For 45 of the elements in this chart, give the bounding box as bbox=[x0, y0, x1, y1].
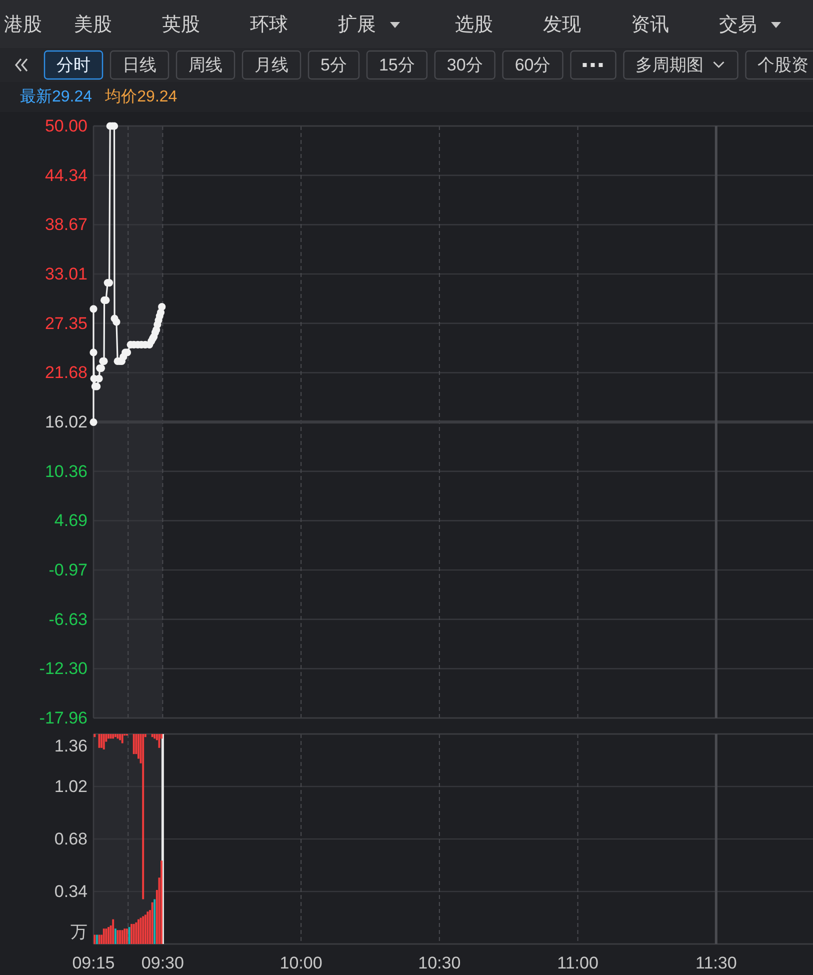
text: 日线 bbox=[122, 56, 156, 74]
text: 交易 bbox=[719, 14, 757, 36]
y-tick-label: 0.68 bbox=[54, 830, 88, 848]
text: 分时 bbox=[56, 56, 90, 74]
y-tick-label: 16.02 bbox=[44, 412, 88, 432]
text: 15分 bbox=[378, 56, 415, 74]
x-tick-label: 09:15 bbox=[72, 954, 115, 972]
y-tick-label: 10.36 bbox=[44, 462, 88, 481]
text: 5分 bbox=[320, 56, 347, 74]
text: 选股 bbox=[455, 14, 493, 36]
text: 均价29.24 bbox=[104, 88, 178, 106]
y-tick-label: -17.96 bbox=[39, 708, 88, 728]
y-tick-label: 1.36 bbox=[54, 736, 88, 756]
text: 英股 bbox=[162, 14, 200, 36]
text: 个股资 bbox=[758, 56, 809, 74]
text: 30分 bbox=[446, 56, 483, 74]
text: 美股 bbox=[74, 14, 112, 36]
text: 最新29.24 bbox=[20, 88, 92, 106]
y-tick-label: 33.01 bbox=[44, 264, 88, 284]
x-tick-label: 10:30 bbox=[418, 954, 461, 972]
text: 扩展 bbox=[338, 14, 376, 36]
y-tick-label: 50.00 bbox=[44, 116, 88, 136]
text: 环球 bbox=[250, 14, 288, 36]
x-tick-label: 11:00 bbox=[557, 954, 598, 972]
text: 资讯 bbox=[631, 14, 669, 36]
y-tick-label: -12.30 bbox=[39, 659, 88, 678]
text: 周线 bbox=[188, 56, 222, 74]
y-tick-label: 万 bbox=[70, 922, 88, 942]
y-tick-label: 27.35 bbox=[44, 314, 88, 333]
text: 多周期图 bbox=[636, 56, 704, 74]
y-tick-label: 1.02 bbox=[54, 777, 88, 796]
text: 月线 bbox=[254, 56, 288, 74]
x-tick-label: 11:30 bbox=[696, 954, 737, 972]
text: 港股 bbox=[4, 14, 42, 36]
text: 60分 bbox=[514, 56, 551, 74]
y-tick-label: 4.69 bbox=[54, 511, 88, 530]
y-tick-label: 21.68 bbox=[44, 363, 88, 382]
y-tick-label: -0.97 bbox=[48, 560, 88, 580]
y-tick-label: -6.63 bbox=[48, 610, 88, 629]
y-tick-label: 0.34 bbox=[54, 882, 88, 901]
y-tick-label: 38.67 bbox=[44, 215, 88, 234]
text: 发现 bbox=[543, 14, 581, 36]
x-tick-label: 10:00 bbox=[280, 954, 322, 972]
x-tick-label: 09:30 bbox=[141, 954, 184, 972]
y-tick-label: 44.34 bbox=[44, 166, 88, 185]
